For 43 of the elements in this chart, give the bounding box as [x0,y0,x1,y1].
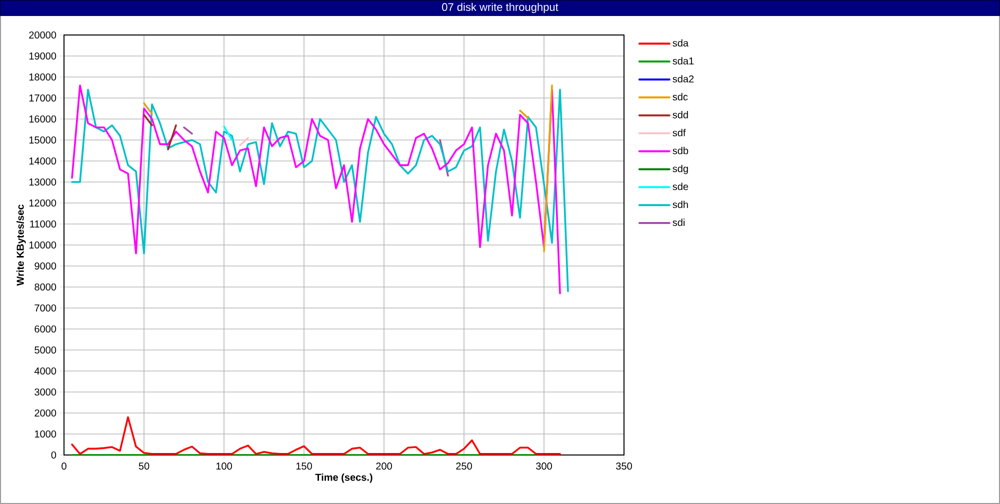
legend-label: sdd [672,110,688,118]
y-tick-label: 18000 [29,73,56,81]
x-tick-label: 0 [62,462,66,470]
legend-label: sdi [672,218,685,226]
y-tick-label: 14000 [29,157,56,165]
x-tick-label: 200 [376,462,392,470]
y-tick-label: 15000 [29,136,56,144]
x-axis-title: Time (secs.) [315,473,372,483]
y-tick-label: 16000 [29,115,56,123]
legend-label: sda2 [672,75,694,82]
legend-label: sdc [672,93,688,100]
y-tick-label: 8000 [34,283,56,291]
y-tick-label: 10000 [29,241,56,249]
legend-label: sdf [672,128,686,136]
legend-label: sda [672,39,689,47]
legend-label: sde [672,182,688,190]
y-tick-label: 2000 [34,409,56,417]
y-tick-label: 11000 [30,220,56,228]
y-tick-label: 4000 [34,367,56,375]
y-tick-label: 9000 [34,262,56,270]
chart-title: 07 disk write throughput [442,2,558,14]
x-tick-label: 50 [138,462,150,470]
y-tick-label: 1000 [34,430,56,438]
y-tick-label: 5000 [34,346,56,354]
y-tick-label: 0 [51,451,56,459]
x-tick-label: 350 [616,462,632,470]
y-tick-label: 17000 [29,94,56,102]
y-tick-label: 20000 [29,31,56,39]
x-tick-label: 150 [296,462,312,470]
y-tick-label: 6000 [34,325,56,333]
y-tick-label: 12000 [29,199,56,207]
y-tick-label: 3000 [34,388,56,396]
y-tick-label: 19000 [29,52,56,60]
legend-label: sda1 [672,57,694,64]
legend-label: sdh [672,200,688,208]
y-axis-title: Write KBytes/sec [16,204,26,286]
y-tick-label: 13000 [29,178,56,186]
x-tick-label: 250 [456,462,472,470]
legend-label: sdb [672,146,688,154]
x-tick-label: 300 [536,462,552,470]
y-tick-label: 7000 [34,304,56,312]
x-tick-label: 100 [216,462,232,470]
legend-label: sdg [672,164,688,174]
